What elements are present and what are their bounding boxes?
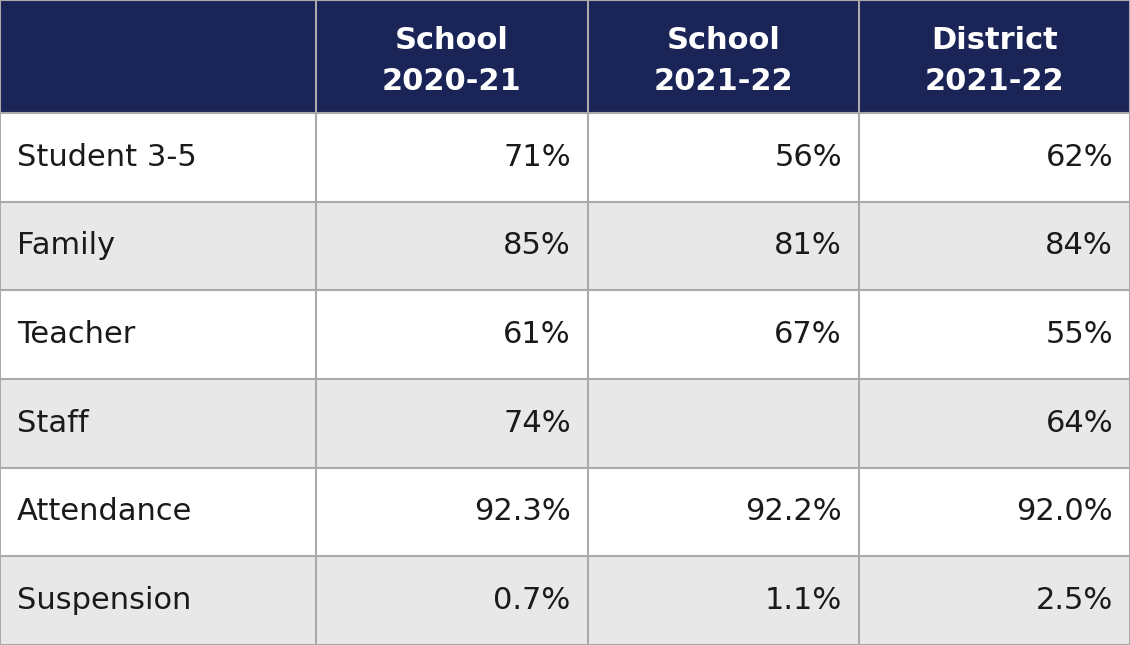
Text: 92.3%: 92.3% — [473, 497, 571, 526]
FancyBboxPatch shape — [316, 201, 588, 290]
Text: Suspension: Suspension — [17, 586, 191, 615]
Text: 2021-22: 2021-22 — [924, 67, 1064, 95]
FancyBboxPatch shape — [316, 379, 588, 468]
Text: 85%: 85% — [503, 232, 571, 261]
FancyBboxPatch shape — [588, 556, 859, 645]
FancyBboxPatch shape — [859, 290, 1130, 379]
Text: Attendance: Attendance — [17, 497, 192, 526]
Text: Student 3-5: Student 3-5 — [17, 143, 197, 172]
Text: 81%: 81% — [774, 232, 842, 261]
FancyBboxPatch shape — [588, 290, 859, 379]
Text: School: School — [667, 26, 780, 55]
Text: District: District — [931, 26, 1058, 55]
Text: 2.5%: 2.5% — [1036, 586, 1113, 615]
Text: School: School — [396, 26, 509, 55]
FancyBboxPatch shape — [588, 0, 859, 113]
FancyBboxPatch shape — [859, 0, 1130, 113]
FancyBboxPatch shape — [0, 556, 316, 645]
FancyBboxPatch shape — [0, 379, 316, 468]
FancyBboxPatch shape — [859, 201, 1130, 290]
Text: 71%: 71% — [503, 143, 571, 172]
Text: Family: Family — [17, 232, 115, 261]
Text: Teacher: Teacher — [17, 320, 136, 349]
Text: 1.1%: 1.1% — [765, 586, 842, 615]
FancyBboxPatch shape — [859, 468, 1130, 556]
Text: 84%: 84% — [1045, 232, 1113, 261]
Text: 2021-22: 2021-22 — [653, 67, 793, 95]
FancyBboxPatch shape — [0, 113, 316, 201]
FancyBboxPatch shape — [588, 379, 859, 468]
Text: 92.2%: 92.2% — [745, 497, 842, 526]
FancyBboxPatch shape — [0, 0, 316, 113]
Text: 92.0%: 92.0% — [1016, 497, 1113, 526]
FancyBboxPatch shape — [859, 379, 1130, 468]
Text: 2020-21: 2020-21 — [382, 67, 522, 95]
Text: 64%: 64% — [1045, 409, 1113, 438]
FancyBboxPatch shape — [859, 556, 1130, 645]
Text: 55%: 55% — [1045, 320, 1113, 349]
Text: 0.7%: 0.7% — [494, 586, 571, 615]
FancyBboxPatch shape — [588, 468, 859, 556]
Text: 74%: 74% — [503, 409, 571, 438]
FancyBboxPatch shape — [316, 290, 588, 379]
Text: 62%: 62% — [1045, 143, 1113, 172]
Text: Staff: Staff — [17, 409, 88, 438]
FancyBboxPatch shape — [0, 468, 316, 556]
FancyBboxPatch shape — [588, 113, 859, 201]
FancyBboxPatch shape — [588, 201, 859, 290]
Text: 56%: 56% — [774, 143, 842, 172]
FancyBboxPatch shape — [316, 556, 588, 645]
FancyBboxPatch shape — [859, 113, 1130, 201]
Text: 61%: 61% — [503, 320, 571, 349]
FancyBboxPatch shape — [0, 290, 316, 379]
FancyBboxPatch shape — [0, 201, 316, 290]
FancyBboxPatch shape — [316, 113, 588, 201]
FancyBboxPatch shape — [316, 0, 588, 113]
FancyBboxPatch shape — [316, 468, 588, 556]
Text: 67%: 67% — [774, 320, 842, 349]
